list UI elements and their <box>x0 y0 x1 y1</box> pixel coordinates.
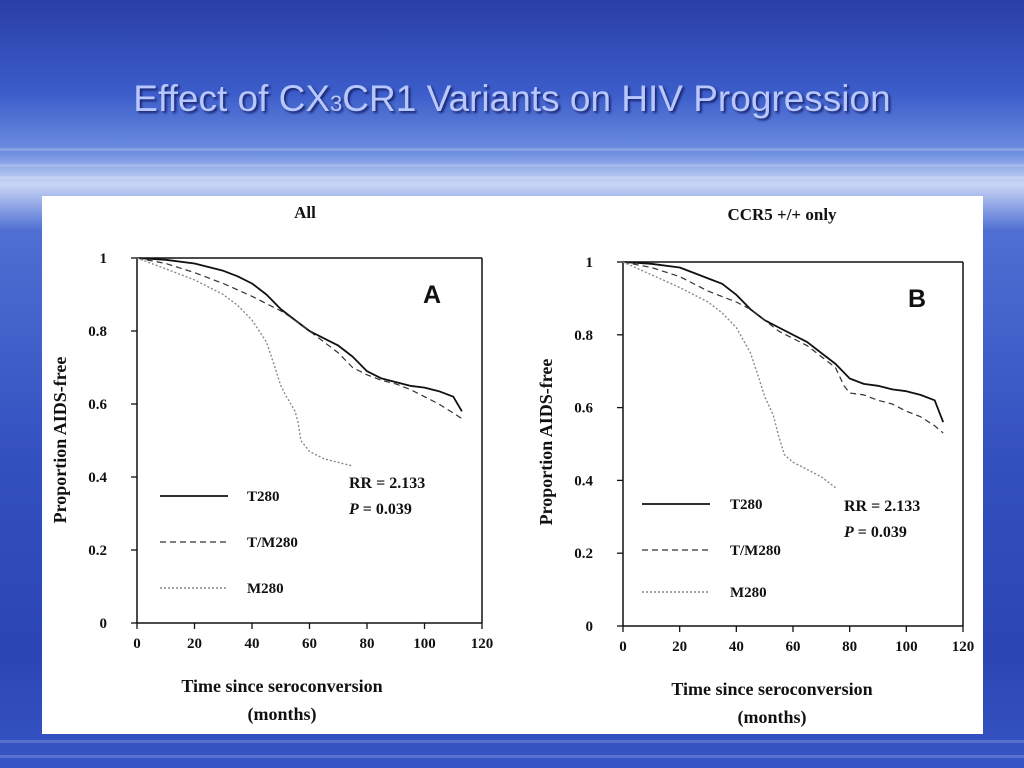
x-axis-label: Time since seroconversion <box>671 679 872 699</box>
legend-label: T/M280 <box>247 535 298 551</box>
x-axis-label-units: (months) <box>737 707 806 728</box>
y-tick-label: 0.6 <box>88 397 107 413</box>
x-tick-label: 60 <box>302 636 317 652</box>
y-tick-label: 0.4 <box>574 473 593 489</box>
y-axis-label: Proportion AIDS-free <box>536 359 556 526</box>
y-tick-label: 1 <box>100 251 108 267</box>
background-stripe <box>0 755 1024 758</box>
background-stripe <box>0 740 1024 743</box>
y-tick-label: 0 <box>100 616 108 632</box>
x-axis-label: Time since seroconversion <box>181 676 382 696</box>
x-tick-label: 100 <box>413 636 436 652</box>
x-axis-label-units: (months) <box>247 704 316 725</box>
x-tick-label: 40 <box>245 636 260 652</box>
legend-label: T/M280 <box>730 543 781 559</box>
legend-label: T280 <box>247 489 280 505</box>
panel-label: A <box>423 281 441 309</box>
p-value: = 0.039 <box>359 501 412 518</box>
series-line-t280 <box>622 261 945 423</box>
chart-title: All <box>294 203 316 222</box>
y-tick-label: 0.2 <box>88 543 107 559</box>
slide-title: Effect of CX3CR1 Variants on HIV Progres… <box>0 78 1024 120</box>
p-value-annotation: P = 0.039 <box>348 501 412 518</box>
slide-title-subscript: 3 <box>330 91 343 116</box>
background-stripe <box>0 148 1024 151</box>
background-stripe <box>0 164 1024 167</box>
x-tick-label: 40 <box>729 639 744 655</box>
legend-label: M280 <box>730 585 767 601</box>
p-label: P <box>348 501 359 518</box>
y-tick-label: 0 <box>586 619 594 635</box>
y-tick-label: 0.2 <box>574 546 593 562</box>
series-line-m280 <box>136 257 353 467</box>
slide-title-rest: CR1 Variants on HIV Progression <box>342 78 891 119</box>
x-tick-label: 120 <box>952 639 975 655</box>
x-tick-label: 0 <box>133 636 141 652</box>
slide-title-main: Effect of CX <box>133 78 331 119</box>
series-line-tm280 <box>622 261 944 434</box>
x-tick-label: 80 <box>360 636 375 652</box>
y-tick-label: 1 <box>586 255 594 271</box>
y-axis-label: Proportion AIDS-free <box>50 357 70 524</box>
rr-annotation: RR = 2.133 <box>844 498 920 515</box>
y-tick-label: 0.8 <box>574 328 593 344</box>
background-stripe <box>0 176 1024 179</box>
x-tick-label: 120 <box>471 636 494 652</box>
x-tick-label: 60 <box>786 639 801 655</box>
x-tick-label: 100 <box>895 639 918 655</box>
p-label: P <box>843 524 854 541</box>
series-line-tm280 <box>136 257 463 420</box>
series-line-m280 <box>622 261 836 489</box>
panel-label: B <box>908 285 926 313</box>
figure-panel: All 0 0.2 0.4 0.6 0.8 1 0 20 40 60 80 100 120 Time sin… <box>42 196 983 734</box>
x-tick-label: 20 <box>672 639 687 655</box>
x-tick-label: 20 <box>187 636 202 652</box>
y-tick-label: 0.4 <box>88 470 107 486</box>
legend-label: M280 <box>247 581 284 597</box>
legend-label: T280 <box>730 497 763 513</box>
y-tick-label: 0.6 <box>574 401 593 417</box>
series-line-t280 <box>136 257 463 412</box>
p-value-annotation: P = 0.039 <box>843 524 907 541</box>
y-tick-label: 0.8 <box>88 324 107 340</box>
chart-title: CCR5 +/+ only <box>727 205 837 224</box>
p-value: = 0.039 <box>854 524 907 541</box>
rr-annotation: RR = 2.133 <box>349 475 425 492</box>
x-tick-label: 0 <box>619 639 627 655</box>
x-tick-label: 80 <box>842 639 857 655</box>
